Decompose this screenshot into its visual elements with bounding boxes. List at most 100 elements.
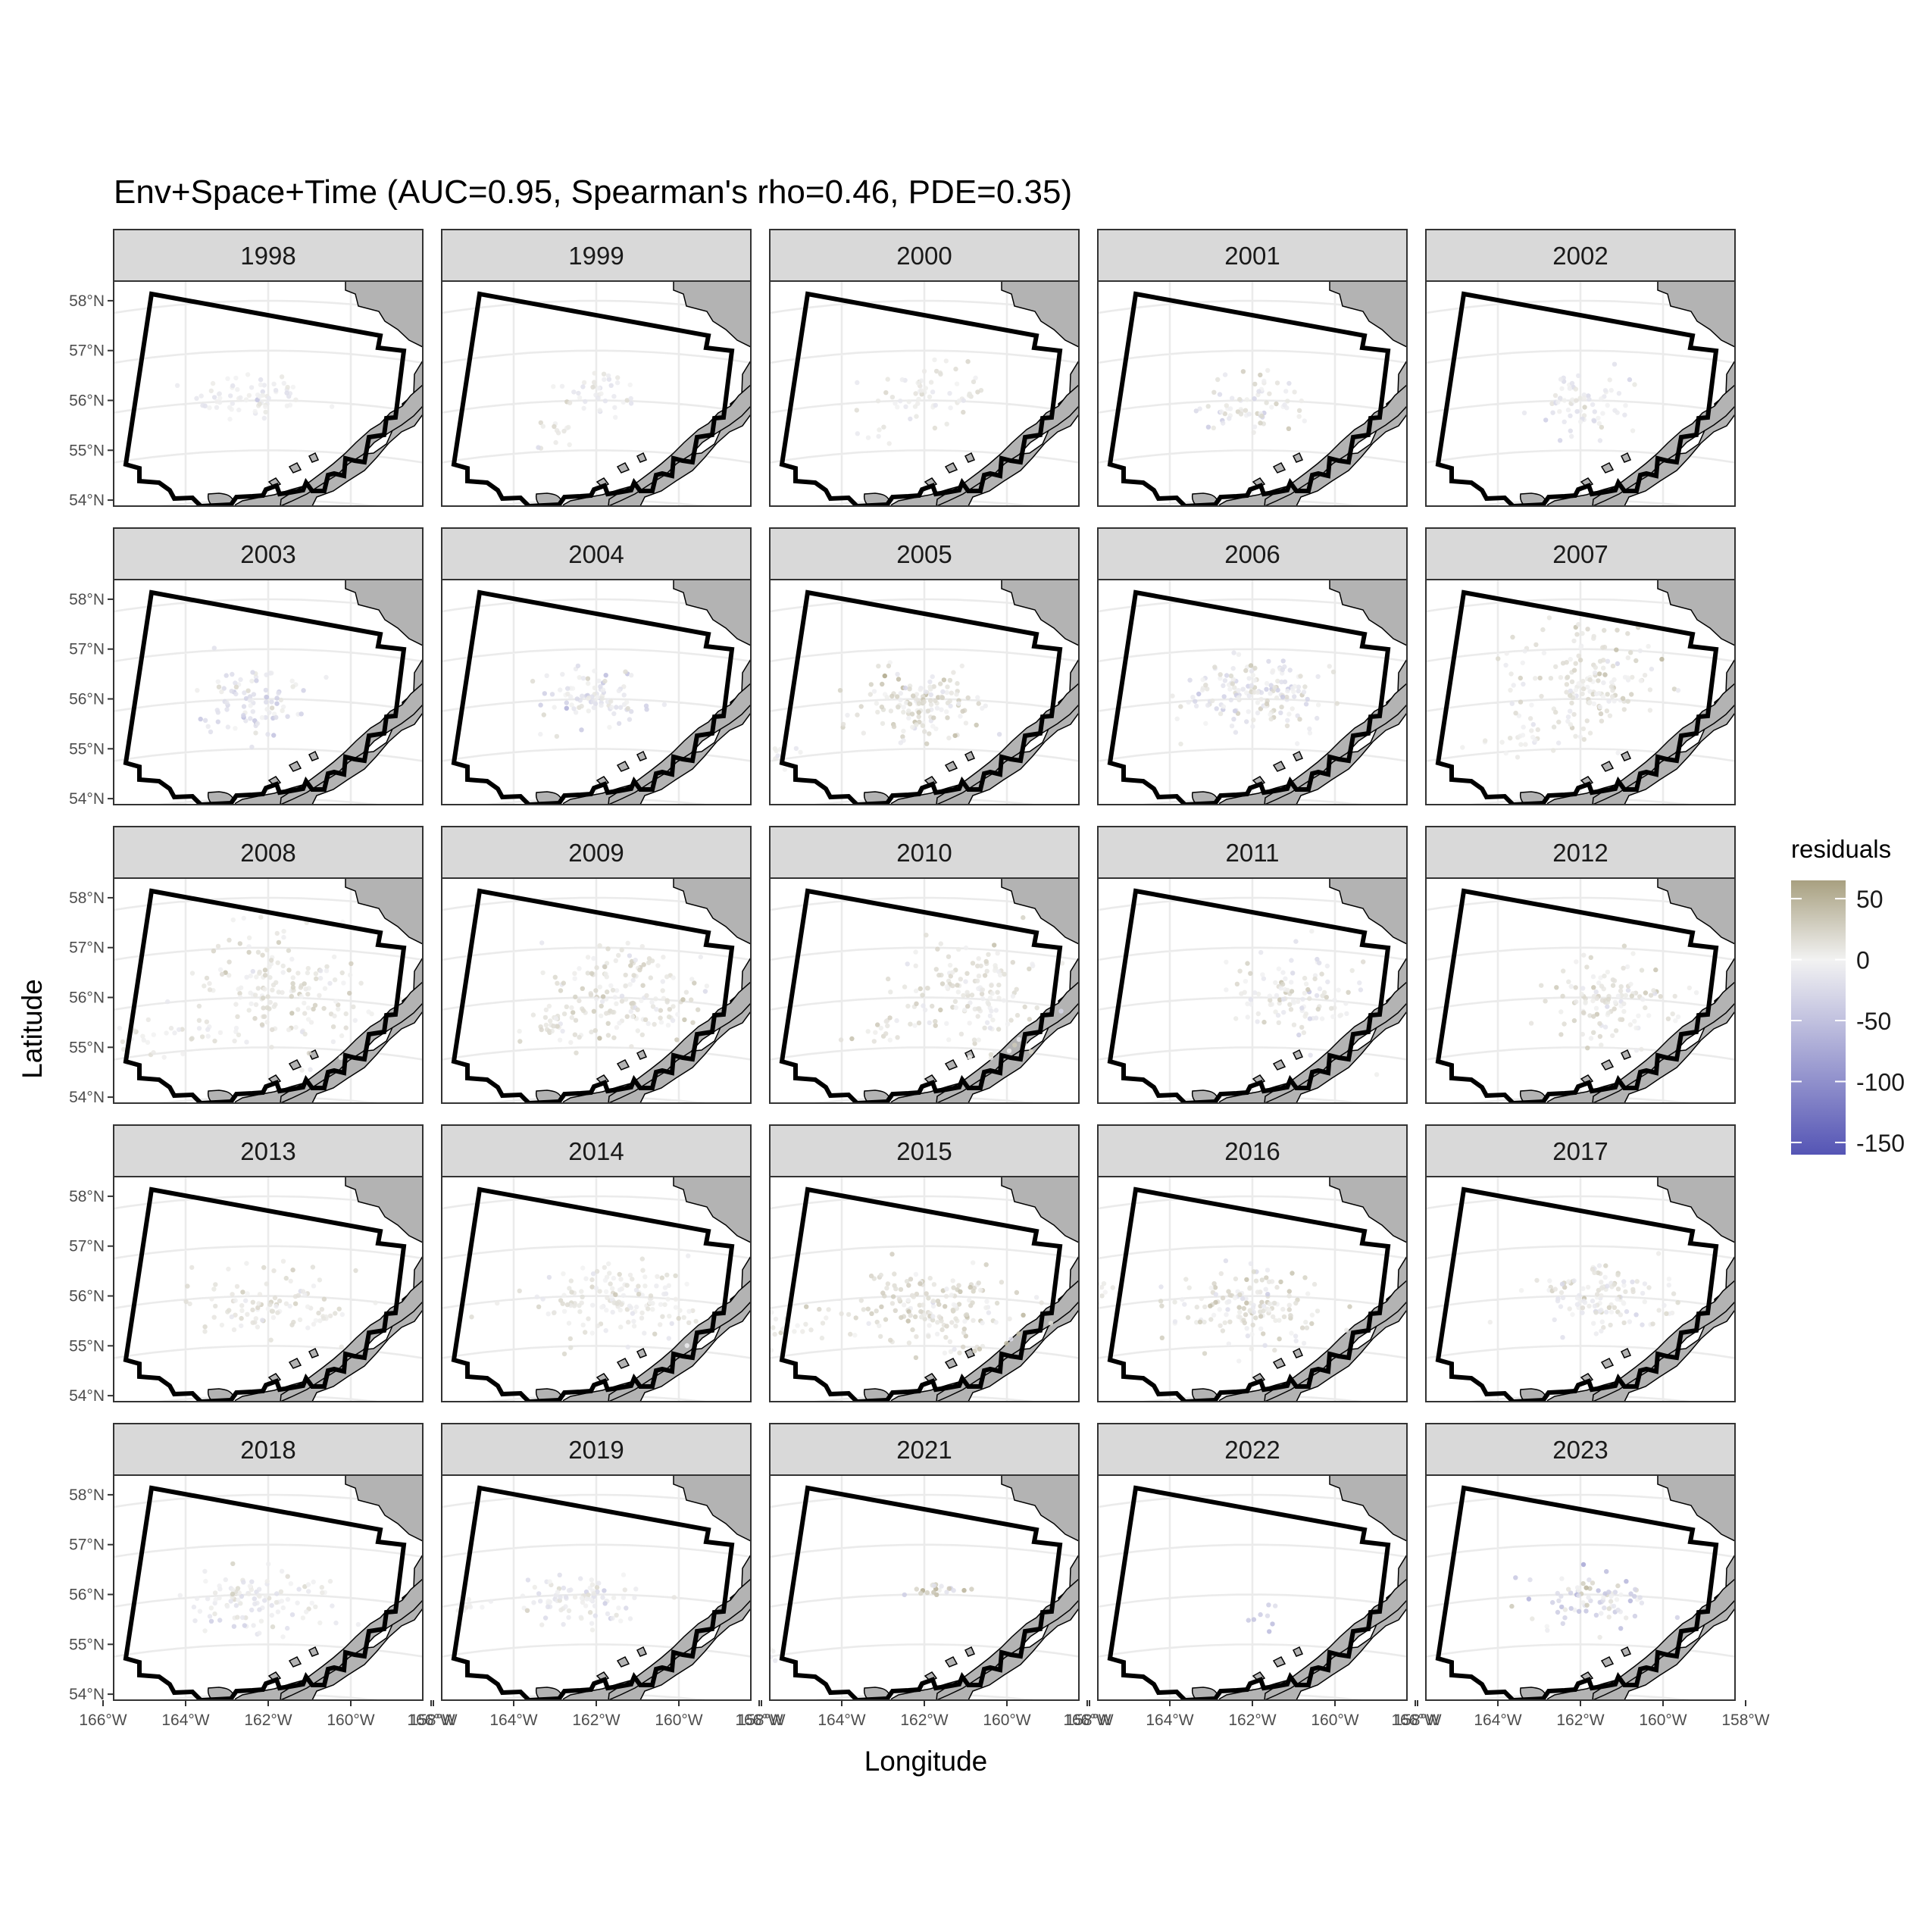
- residual-point: [871, 1039, 877, 1044]
- y-tick-label: 58°N: [69, 292, 105, 310]
- residual-point: [630, 1277, 635, 1282]
- residual-point: [1548, 676, 1554, 681]
- residual-point: [555, 980, 560, 986]
- panel-border: [113, 1176, 424, 1402]
- residual-point: [281, 380, 286, 386]
- residual-point: [561, 1351, 567, 1357]
- panel-border: [441, 579, 752, 805]
- land-island: [1292, 750, 1304, 761]
- residual-point: [1315, 1006, 1321, 1012]
- residual-point: [1241, 1305, 1246, 1311]
- residual-point: [858, 1298, 864, 1303]
- residual-point: [226, 1266, 231, 1272]
- residual-point: [901, 728, 906, 734]
- residual-point: [302, 981, 307, 986]
- residual-point: [938, 941, 943, 946]
- residual-point: [230, 401, 235, 406]
- residual-point: [930, 1318, 936, 1323]
- residual-point: [1226, 1299, 1232, 1305]
- residual-point: [1621, 1001, 1627, 1006]
- residual-point: [1268, 683, 1274, 688]
- residual-point: [347, 972, 353, 978]
- residual-point: [947, 391, 952, 396]
- residual-point: [629, 673, 634, 678]
- residual-point: [469, 1315, 474, 1320]
- residual-point: [1601, 1324, 1606, 1330]
- residual-point: [1558, 1593, 1564, 1599]
- residual-point: [1568, 692, 1573, 699]
- residual-point: [602, 377, 607, 383]
- residual-point: [889, 395, 896, 400]
- residual-point: [1293, 1338, 1299, 1343]
- residual-point: [595, 1323, 601, 1329]
- residual-point: [311, 1321, 317, 1327]
- residual-point: [1530, 722, 1536, 727]
- facet-strip: [1425, 229, 1736, 282]
- residual-point: [1555, 399, 1561, 405]
- residual-point: [1599, 1319, 1605, 1324]
- residual-point: [1237, 396, 1243, 402]
- residual-point: [1200, 677, 1205, 683]
- legend-title: residuals: [1791, 835, 1891, 863]
- residual-point: [285, 1574, 290, 1579]
- residual-point: [258, 377, 264, 383]
- residual-point: [944, 421, 949, 427]
- residual-point: [274, 980, 279, 985]
- residual-point: [1508, 687, 1513, 693]
- residual-point: [623, 669, 628, 674]
- residual-point: [262, 986, 267, 992]
- residual-point: [1592, 1303, 1598, 1308]
- residual-point: [898, 697, 903, 702]
- residual-point: [1558, 377, 1564, 382]
- residual-point: [270, 987, 275, 993]
- residual-point: [1503, 750, 1508, 756]
- land-island: [616, 1656, 630, 1668]
- residual-point: [888, 989, 893, 995]
- facet-panel-2017: 2017: [1425, 1124, 1736, 1402]
- residual-point: [1573, 985, 1578, 990]
- facet-strip-label: 2022: [1224, 1436, 1280, 1464]
- residual-point: [555, 1590, 561, 1595]
- residual-point: [1259, 1277, 1265, 1283]
- residual-point: [581, 380, 587, 386]
- residual-point: [1605, 402, 1610, 408]
- land-island: [1620, 452, 1632, 463]
- residual-point: [132, 1028, 137, 1033]
- residual-point: [1599, 718, 1605, 724]
- residual-point: [270, 1027, 275, 1033]
- residual-point: [249, 1607, 255, 1613]
- residual-points: [174, 372, 335, 422]
- panel-border: [1097, 579, 1408, 805]
- residual-point: [187, 1301, 192, 1307]
- facet-strip-label: 2013: [240, 1137, 295, 1165]
- residual-point: [1618, 1592, 1624, 1598]
- residual-point: [233, 680, 238, 686]
- residual-point: [1305, 1291, 1311, 1296]
- y-tick-label: 56°N: [69, 1587, 105, 1604]
- residual-point: [592, 1603, 598, 1608]
- residual-point: [1630, 1279, 1635, 1285]
- residual-point: [1622, 412, 1627, 417]
- residual-point: [1374, 1072, 1380, 1077]
- residual-point: [1277, 997, 1283, 1002]
- legend-tick-label: 50: [1856, 886, 1884, 913]
- residual-point: [961, 398, 966, 403]
- residual-point: [302, 1000, 307, 1006]
- residual-point: [1665, 1016, 1671, 1021]
- survey-boundary: [1107, 1485, 1391, 1700]
- residual-point: [1673, 1018, 1678, 1024]
- residual-point: [284, 390, 289, 395]
- residual-point: [956, 946, 961, 952]
- residual-point: [317, 976, 324, 981]
- residual-point: [998, 972, 1003, 978]
- residual-point: [1618, 984, 1624, 989]
- x-tick-label: 164°W: [1474, 1712, 1521, 1729]
- residual-point: [208, 1605, 214, 1611]
- residual-point: [919, 1315, 924, 1320]
- panel-border: [441, 280, 752, 507]
- residual-point: [1293, 1333, 1299, 1339]
- residual-point: [671, 1004, 676, 1009]
- residual-point: [590, 699, 596, 705]
- residual-point: [318, 968, 324, 974]
- residual-point: [1231, 717, 1236, 722]
